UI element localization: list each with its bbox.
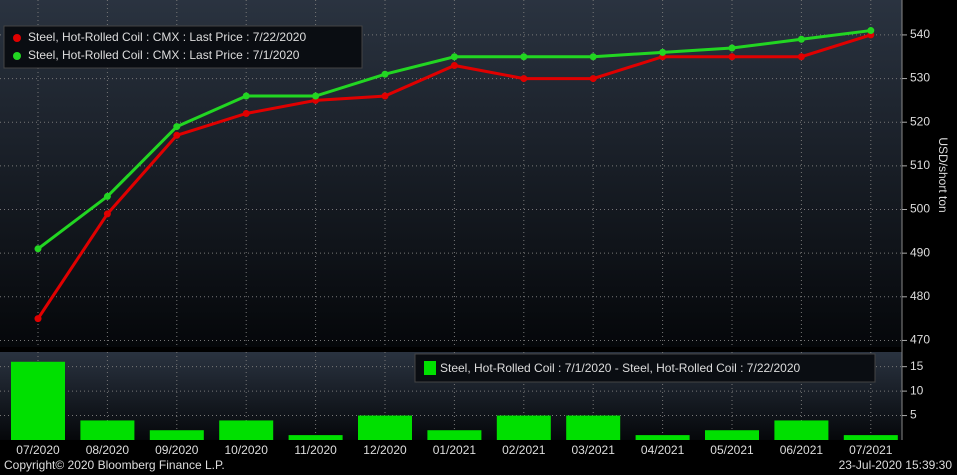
data-point xyxy=(103,210,111,218)
bar xyxy=(219,420,274,440)
data-point xyxy=(173,123,181,131)
bar xyxy=(427,430,482,440)
data-point xyxy=(589,53,597,61)
legend: Steel, Hot-Rolled Coil : CMX : Last Pric… xyxy=(3,25,363,69)
y-tick-label: 15 xyxy=(910,359,924,373)
legend-box xyxy=(3,25,363,69)
y-tick-label: 500 xyxy=(910,202,930,216)
data-point xyxy=(797,53,805,61)
x-tick-label: 03/2021 xyxy=(572,443,616,457)
x-tick-label: 02/2021 xyxy=(502,443,546,457)
legend-marker xyxy=(13,34,21,42)
legend-marker xyxy=(424,361,436,375)
y-tick-label: 470 xyxy=(910,333,930,347)
bar xyxy=(496,415,551,440)
data-point xyxy=(381,92,389,100)
data-point xyxy=(520,53,528,61)
data-point xyxy=(867,27,875,35)
x-tick-label: 11/2020 xyxy=(294,443,337,457)
data-point xyxy=(381,70,389,78)
data-point xyxy=(312,92,320,100)
data-point xyxy=(173,131,181,139)
bar xyxy=(80,420,135,440)
x-tick-label: 01/2021 xyxy=(433,443,477,457)
x-tick-label: 05/2021 xyxy=(710,443,754,457)
bar xyxy=(635,435,690,440)
y-tick-label: 490 xyxy=(910,245,930,259)
y-tick-label: 5 xyxy=(910,408,917,422)
legend: Steel, Hot-Rolled Coil : 7/1/2020 - Stee… xyxy=(414,353,876,383)
x-tick-label: 07/2021 xyxy=(849,443,893,457)
bar xyxy=(566,415,621,440)
data-point xyxy=(34,245,42,253)
legend-label: Steel, Hot-Rolled Coil : CMX : Last Pric… xyxy=(28,48,300,62)
x-tick-label: 12/2020 xyxy=(363,443,407,457)
data-point xyxy=(589,75,597,83)
y-tick-label: 510 xyxy=(910,158,930,172)
bar xyxy=(149,430,204,440)
data-point xyxy=(659,48,667,56)
bar xyxy=(288,435,343,440)
bar xyxy=(705,430,759,440)
data-point xyxy=(242,109,250,117)
legend-marker xyxy=(13,52,21,60)
data-point xyxy=(34,315,42,323)
copyright: Copyright© 2020 Bloomberg Finance L.P. xyxy=(4,458,225,472)
y-axis-label: USD/short ton xyxy=(936,137,950,212)
y-tick-label: 540 xyxy=(910,27,930,41)
legend-label: Steel, Hot-Rolled Coil : CMX : Last Pric… xyxy=(28,30,306,44)
bar xyxy=(843,435,898,440)
legend-label: Steel, Hot-Rolled Coil : 7/1/2020 - Stee… xyxy=(440,361,801,375)
bar xyxy=(358,415,412,440)
y-tick-label: 520 xyxy=(910,114,930,128)
y-tick-label: 480 xyxy=(910,289,930,303)
x-tick-label: 08/2020 xyxy=(86,443,130,457)
x-tick-label: 10/2020 xyxy=(225,443,269,457)
data-point xyxy=(450,53,458,61)
data-point xyxy=(242,92,250,100)
x-tick-label: 07/2020 xyxy=(16,443,60,457)
data-point xyxy=(103,192,111,200)
bar xyxy=(11,361,65,440)
data-point xyxy=(797,35,805,43)
x-tick-label: 06/2021 xyxy=(780,443,824,457)
data-point xyxy=(728,53,736,61)
legend-box xyxy=(414,353,876,383)
y-tick-label: 530 xyxy=(910,71,930,85)
timestamp: 23-Jul-2020 15:39:30 xyxy=(839,458,953,472)
y-tick-label: 10 xyxy=(910,383,924,397)
x-tick-label: 04/2021 xyxy=(641,443,685,457)
bar xyxy=(774,420,829,440)
x-tick-label: 09/2020 xyxy=(155,443,199,457)
data-point xyxy=(728,44,736,52)
data-point xyxy=(520,75,528,83)
data-point xyxy=(450,61,458,69)
